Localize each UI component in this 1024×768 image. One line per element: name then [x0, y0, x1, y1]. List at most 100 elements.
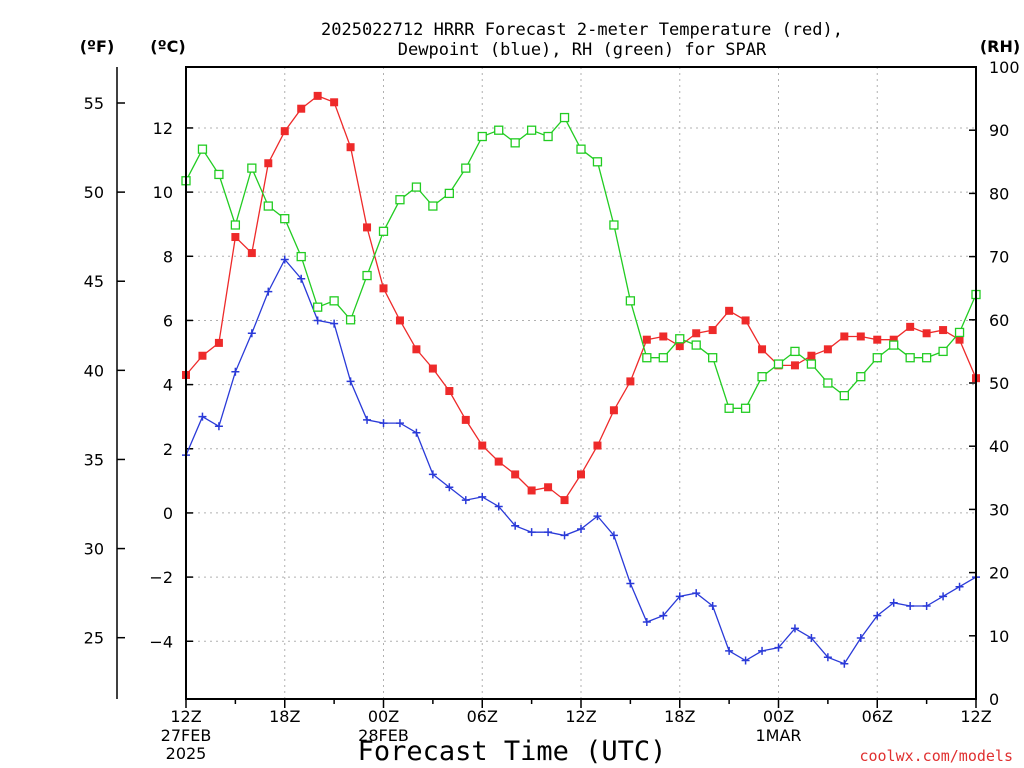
celsius-tick-label: 12	[153, 119, 173, 138]
dewpoint-point	[363, 415, 372, 424]
dewpoint-point	[906, 601, 915, 610]
x-tick-sublabel: 28FEB	[358, 726, 409, 745]
2-meter-temperature-point	[577, 470, 585, 479]
rh-point	[938, 346, 948, 357]
2-meter-temperature-point	[560, 496, 569, 505]
rh-line	[185, 116, 977, 409]
2-meter-temperature-point	[659, 332, 668, 341]
fahrenheit-axis: 25 30 35 40 45 50 55	[84, 94, 125, 648]
2-meter-temperature-point	[823, 345, 832, 354]
celsius-tick-label: 4	[163, 376, 173, 395]
chart-title-line-1: 2025022712 HRRR Forecast 2-meter Tempera…	[321, 20, 843, 40]
2-meter-temperature-point	[461, 415, 470, 424]
dewpoint-point	[478, 492, 487, 501]
rh-tick-label: 100	[989, 58, 1020, 77]
dewpoint-point	[445, 483, 454, 492]
rh-tick-label: 40	[989, 437, 1009, 456]
rh-point	[494, 125, 504, 135]
x-tick-sublabel: 27FEB	[161, 726, 212, 745]
rh-point	[296, 251, 306, 262]
dewpoint-point	[511, 521, 520, 530]
x-tick-sublabel: 1MAR	[755, 726, 801, 745]
rh-point	[609, 220, 619, 230]
rh-point	[625, 296, 636, 306]
rh-point	[806, 359, 817, 369]
dewpoint-point	[609, 531, 618, 540]
dewpoint-point	[560, 531, 569, 540]
2-meter-temperature-point	[642, 335, 651, 344]
2-meter-temperature-point	[264, 159, 273, 168]
dewpoint-point	[741, 656, 750, 665]
dewpoint-point	[412, 428, 421, 437]
2-meter-temperature-point	[395, 316, 404, 325]
2-meter-temperature-point	[330, 98, 339, 107]
rh-point	[675, 334, 685, 344]
celsius-tick-label: 10	[153, 183, 173, 202]
dewpoint-point	[889, 598, 898, 607]
rh-point	[954, 327, 965, 338]
rh-point	[510, 138, 520, 148]
2-meter-temperature-point	[840, 332, 849, 341]
rh-point	[263, 201, 273, 211]
fahrenheit-unit-label: (ºF)	[80, 37, 115, 56]
series-layer	[181, 91, 981, 668]
dewpoint-point	[675, 592, 684, 601]
dewpoint-point	[461, 496, 470, 505]
2-meter-temperature-point	[313, 91, 322, 100]
fahrenheit-tick-label: 40	[84, 361, 104, 380]
x-tick-label: 12Z	[170, 707, 201, 726]
2-meter-temperature-point	[544, 483, 553, 492]
x-tick-label: 18Z	[664, 707, 695, 726]
dewpoint-point	[198, 412, 207, 421]
rh-point	[461, 163, 471, 173]
celsius-tick-label: 2	[163, 440, 173, 459]
x-tick-label: 18Z	[269, 707, 300, 726]
x-axis-title: Forecast Time (UTC)	[358, 736, 667, 767]
rh-tick-label: 30	[989, 500, 1009, 519]
celsius-axis: −4 −2 0 2 4 6 8 10 12	[149, 119, 193, 651]
2-meter-temperature-point	[758, 345, 767, 354]
rh-point	[214, 169, 224, 180]
x-tick-sublabel: 2025	[166, 744, 207, 763]
dewpoint-point	[708, 601, 717, 610]
2-meter-temperature-point	[708, 326, 717, 335]
rh-tick-label: 90	[989, 121, 1009, 140]
2-meter-temperature-point	[363, 223, 372, 232]
2-meter-temperature-point	[478, 441, 487, 450]
rh-point	[395, 195, 405, 205]
dewpoint-point	[527, 528, 536, 537]
rh-tick-label: 80	[989, 184, 1009, 203]
2-meter-temperature-point	[626, 377, 635, 386]
dewpoint-point	[823, 653, 832, 662]
rh-point	[247, 163, 257, 173]
2-meter-temperature-point	[297, 104, 306, 113]
2-meter-temperature-point	[346, 143, 355, 152]
2-meter-temperature-point	[873, 335, 882, 344]
dewpoint-point	[626, 579, 635, 588]
rh-axis: 0 10 20 30 40 50 60 70 80 90 100	[969, 58, 1020, 709]
dewpoint-point	[214, 422, 223, 431]
2-meter-temperature-point	[511, 470, 520, 479]
dewpoint-point	[346, 377, 355, 386]
watermark-text: coolwx.com/models	[859, 747, 1013, 765]
fahrenheit-tick-label: 50	[84, 183, 104, 202]
rh-point	[329, 296, 339, 306]
x-tick-label: 12Z	[565, 707, 596, 726]
rh-point	[543, 131, 553, 142]
fahrenheit-tick-label: 45	[84, 272, 104, 291]
rh-point	[905, 353, 915, 363]
2-meter-temperature-point	[428, 364, 437, 373]
rh-point	[362, 270, 372, 281]
rh-point	[823, 378, 833, 388]
rh-point	[526, 125, 537, 135]
celsius-tick-label: −4	[149, 632, 173, 651]
x-tick-label: 00Z	[368, 707, 399, 726]
2-meter-temperature-point	[379, 284, 388, 293]
2-meter-temperature-point	[445, 387, 454, 396]
rh-point	[313, 302, 323, 312]
rh-point	[477, 131, 487, 142]
dewpoint-point	[379, 419, 388, 428]
x-tick-label: 12Z	[960, 707, 991, 726]
grid-layer	[186, 67, 976, 699]
